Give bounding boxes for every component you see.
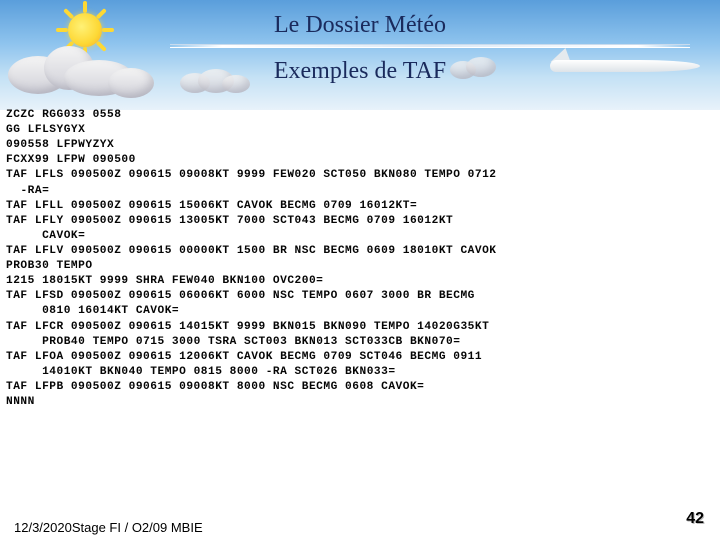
taf-bulletin: ZCZC RGG033 0558 GG LFLSYGYX 090558 LFPW…	[6, 108, 714, 410]
slide-header: Le Dossier Météo Exemples de TAF	[0, 0, 720, 110]
footer-date: 12/3/2020	[14, 520, 72, 535]
page-title: Le Dossier Météo	[274, 12, 446, 39]
footer-label: Stage FI / O2/09 MBIE	[72, 520, 203, 535]
airplane-icon	[550, 50, 700, 80]
page-number: 42	[686, 510, 704, 528]
page-subtitle: Exemples de TAF	[274, 58, 446, 85]
footer-text: 12/3/2020Stage FI / O2/09 MBIE	[14, 520, 203, 536]
header-divider	[170, 44, 690, 48]
